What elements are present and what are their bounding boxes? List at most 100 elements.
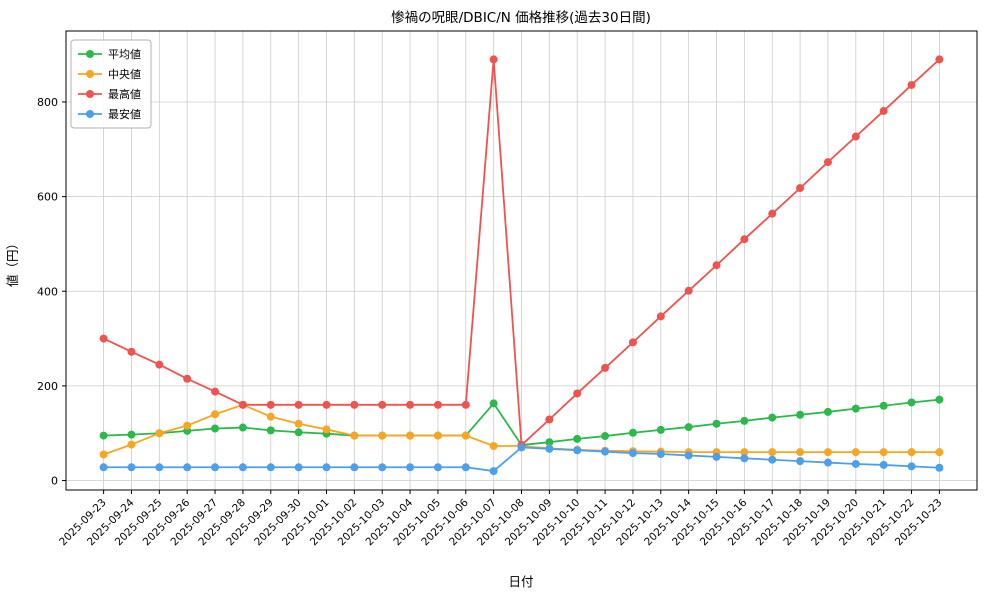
data-point-marker	[183, 463, 192, 472]
data-point-marker	[740, 448, 749, 457]
data-point-marker	[768, 413, 777, 422]
data-point-marker	[517, 443, 526, 452]
data-point-marker	[350, 463, 359, 472]
data-point-marker	[294, 400, 303, 409]
legend-marker	[86, 90, 94, 98]
data-point-marker	[266, 412, 275, 421]
data-point-marker	[350, 400, 359, 409]
data-point-marker	[155, 360, 164, 369]
legend-marker	[86, 70, 94, 78]
data-point-marker	[406, 431, 415, 440]
data-point-marker	[851, 132, 860, 141]
data-point-marker	[211, 387, 220, 396]
data-point-marker	[796, 457, 805, 466]
data-point-marker	[322, 400, 331, 409]
data-point-marker	[907, 448, 916, 457]
data-point-marker	[684, 423, 693, 432]
data-point-marker	[461, 400, 470, 409]
data-point-marker	[155, 429, 164, 438]
data-point-marker	[350, 431, 359, 440]
data-point-marker	[266, 463, 275, 472]
data-point-marker	[183, 374, 192, 383]
data-point-marker	[127, 347, 136, 356]
y-tick-label: 200	[37, 380, 58, 393]
legend-label: 最高値	[108, 87, 141, 101]
data-point-marker	[935, 463, 944, 472]
data-point-marker	[935, 448, 944, 457]
chart-title: 惨禍の呪眼/DBIC/N 価格推移(過去30日間)	[391, 9, 651, 26]
data-point-marker	[712, 261, 721, 270]
data-point-marker	[433, 431, 442, 440]
data-point-marker	[545, 415, 554, 424]
data-point-marker	[851, 448, 860, 457]
y-tick-label: 400	[37, 285, 58, 298]
data-point-marker	[628, 449, 637, 458]
data-point-marker	[907, 80, 916, 89]
data-point-marker	[433, 400, 442, 409]
data-point-marker	[935, 55, 944, 64]
data-point-marker	[823, 407, 832, 416]
y-axis-label: 値（円）	[5, 237, 20, 287]
data-point-marker	[183, 421, 192, 430]
data-point-marker	[823, 448, 832, 457]
legend-marker	[86, 50, 94, 58]
data-point-marker	[823, 458, 832, 467]
data-point-marker	[684, 286, 693, 295]
data-point-marker	[99, 334, 108, 343]
data-point-marker	[489, 55, 498, 64]
data-point-marker	[99, 450, 108, 459]
axis-layer: 02004006008002025-09-232025-09-242025-09…	[37, 30, 978, 548]
data-point-marker	[461, 431, 470, 440]
data-point-marker	[740, 416, 749, 425]
data-point-marker	[573, 434, 582, 443]
data-point-marker	[489, 441, 498, 450]
data-point-marker	[879, 401, 888, 410]
data-point-marker	[461, 463, 470, 472]
legend-label: 最安値	[108, 107, 141, 121]
data-point-marker	[879, 106, 888, 115]
data-point-marker	[907, 462, 916, 471]
data-point-marker	[823, 158, 832, 167]
data-point-marker	[851, 459, 860, 468]
data-point-marker	[489, 399, 498, 408]
data-point-marker	[406, 463, 415, 472]
data-point-marker	[768, 209, 777, 218]
data-point-marker	[851, 404, 860, 413]
data-point-marker	[378, 431, 387, 440]
data-point-marker	[294, 419, 303, 428]
data-point-marker	[935, 395, 944, 404]
data-point-marker	[768, 455, 777, 464]
data-point-marker	[433, 463, 442, 472]
data-point-marker	[378, 463, 387, 472]
data-point-marker	[879, 448, 888, 457]
data-point-marker	[573, 446, 582, 455]
data-point-marker	[796, 184, 805, 193]
data-point-marker	[573, 389, 582, 398]
data-point-marker	[266, 426, 275, 435]
data-point-marker	[127, 430, 136, 439]
y-tick-label: 600	[37, 191, 58, 204]
data-point-marker	[796, 410, 805, 419]
data-point-marker	[238, 423, 247, 432]
data-point-marker	[545, 438, 554, 447]
legend-marker	[86, 110, 94, 118]
data-point-marker	[211, 424, 220, 433]
data-point-marker	[656, 450, 665, 459]
data-point-marker	[712, 419, 721, 428]
data-point-marker	[601, 447, 610, 456]
data-point-marker	[294, 428, 303, 437]
series-layer	[99, 55, 944, 476]
data-point-marker	[656, 312, 665, 321]
data-point-marker	[294, 463, 303, 472]
y-tick-label: 800	[37, 96, 58, 109]
legend-label: 中央値	[108, 68, 141, 81]
data-point-marker	[155, 463, 164, 472]
data-point-marker	[879, 460, 888, 469]
data-point-marker	[628, 428, 637, 437]
legend-label: 平均値	[108, 48, 141, 61]
data-point-marker	[99, 463, 108, 472]
legend-item: 中央値	[78, 68, 141, 81]
